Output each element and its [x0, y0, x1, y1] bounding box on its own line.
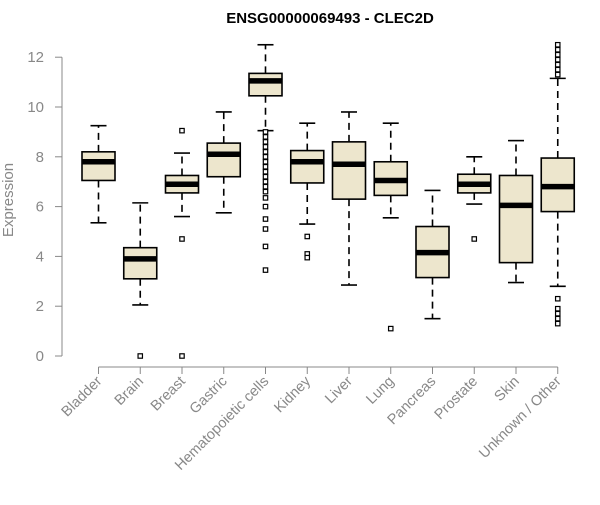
outlier-point	[554, 51, 561, 58]
outlier-point	[554, 71, 561, 78]
x-tick-label: Lung	[363, 374, 397, 408]
outlier-point	[262, 129, 269, 135]
outlier-point	[262, 154, 269, 160]
box-series	[81, 41, 576, 359]
box-group	[248, 43, 283, 273]
outlier-point	[262, 163, 269, 170]
outlier-point	[262, 203, 269, 210]
x-tick-label: Brain	[112, 374, 147, 409]
outlier-point	[262, 178, 269, 185]
y-tick-label: 10	[27, 99, 44, 116]
iqr-box	[206, 142, 242, 178]
y-axis: 0 2 4 6 8 10 12	[27, 49, 63, 365]
outlier-point	[304, 254, 311, 261]
x-tick-label: Breast	[148, 374, 189, 415]
outlier-point	[554, 41, 561, 48]
box-group	[206, 111, 242, 214]
outlier-point	[262, 216, 269, 222]
outlier-point	[262, 195, 269, 201]
y-tick-label: 2	[36, 298, 44, 315]
outlier-point	[387, 325, 394, 332]
outlier-point	[179, 353, 185, 359]
outlier-point	[262, 226, 269, 232]
y-tick-label: 8	[36, 149, 44, 166]
outlier-point	[554, 46, 561, 53]
outlier-point	[262, 183, 269, 190]
box-group	[540, 41, 576, 327]
box-group	[498, 139, 534, 284]
y-tick-label: 6	[36, 199, 44, 216]
y-tick-label: 4	[36, 248, 44, 265]
x-tick-label: Liver	[322, 373, 356, 407]
outlier-point	[137, 353, 144, 359]
outlier-point	[262, 144, 269, 150]
outlier-point	[262, 158, 269, 165]
outlier-point	[262, 139, 269, 145]
x-tick-label: Prostate	[432, 374, 481, 423]
x-tick-label: Skin	[492, 374, 523, 405]
box-group	[331, 111, 367, 286]
box-group	[122, 202, 158, 359]
x-tick-label: Bladder	[59, 373, 106, 420]
iqr-box	[81, 151, 116, 182]
iqr-box	[498, 174, 534, 264]
outlier-point	[554, 56, 561, 63]
y-tick-label: 0	[36, 348, 44, 365]
iqr-box	[122, 246, 158, 280]
box-group	[164, 127, 200, 359]
outlier-point	[262, 149, 269, 155]
outlier-point	[471, 236, 478, 242]
chart-title: ENSG00000069493 - CLEC2D	[226, 10, 434, 27]
outlier-point	[179, 236, 185, 242]
iqr-box	[331, 141, 367, 200]
outlier-point	[304, 233, 311, 240]
outlier-point	[262, 134, 269, 140]
box-group	[415, 189, 450, 320]
outlier-point	[179, 127, 185, 134]
box-group	[289, 122, 325, 261]
iqr-box	[248, 72, 283, 97]
outlier-point	[262, 173, 269, 180]
box-group	[456, 156, 492, 242]
outlier-point	[262, 188, 269, 195]
y-tick-label: 12	[27, 49, 44, 66]
outlier-point	[554, 295, 561, 302]
outlier-point	[262, 243, 269, 250]
y-axis-label: Expression	[0, 163, 17, 237]
iqr-box	[289, 149, 325, 184]
outlier-point	[554, 66, 561, 73]
outlier-point	[554, 315, 561, 322]
outlier-point	[262, 267, 269, 273]
outlier-point	[554, 320, 561, 327]
outlier-point	[554, 305, 561, 312]
box-group	[373, 122, 409, 332]
box-group	[81, 124, 116, 224]
outlier-point	[262, 168, 269, 175]
outlier-point	[554, 310, 561, 317]
outlier-point	[554, 61, 561, 68]
x-tick-label: Kidney	[271, 373, 314, 416]
